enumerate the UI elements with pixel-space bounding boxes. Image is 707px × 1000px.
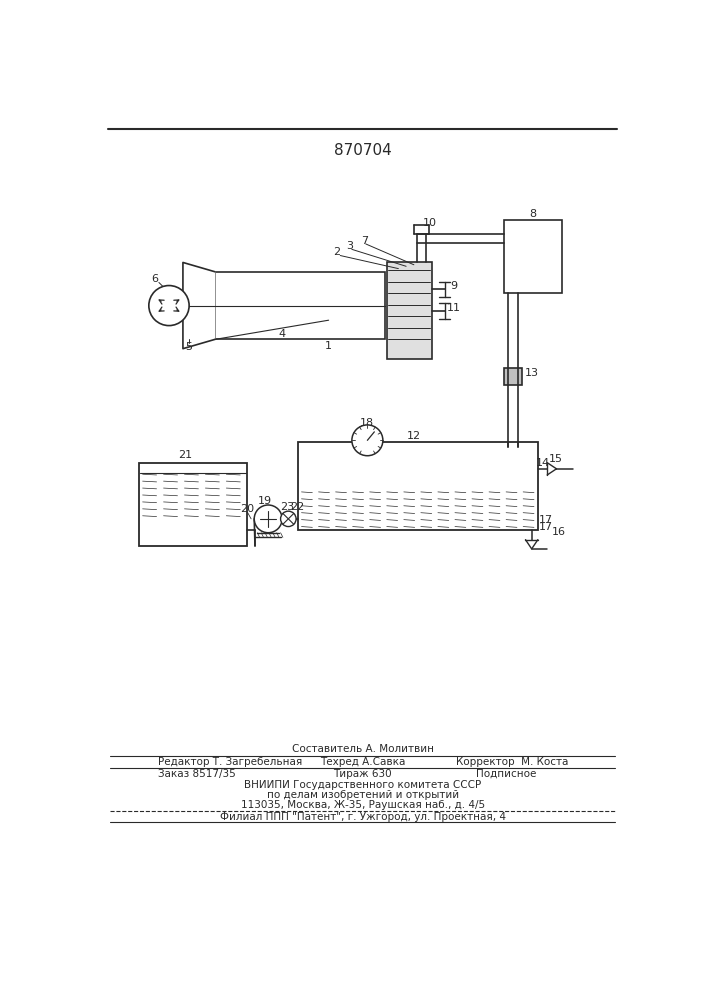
Text: по делам изобретений и открытий: по делам изобретений и открытий <box>267 790 459 800</box>
Text: 17: 17 <box>539 522 553 532</box>
Text: 23: 23 <box>280 502 294 512</box>
Text: Редактор Т. Загребельная: Редактор Т. Загребельная <box>158 757 303 767</box>
Text: 7: 7 <box>361 236 368 246</box>
Text: 12: 12 <box>407 431 421 441</box>
Text: 3: 3 <box>346 241 353 251</box>
Text: 18: 18 <box>361 418 375 428</box>
Text: 1: 1 <box>325 341 332 351</box>
Bar <box>215 272 385 339</box>
Text: 8: 8 <box>530 209 537 219</box>
Polygon shape <box>183 262 215 349</box>
Text: 4: 4 <box>279 329 286 339</box>
Bar <box>139 463 247 546</box>
Text: 2: 2 <box>333 247 340 257</box>
Bar <box>504 220 562 293</box>
Text: 19: 19 <box>258 496 272 506</box>
Text: 9: 9 <box>450 281 457 291</box>
Text: ВНИИПИ Государственного комитета СССР: ВНИИПИ Государственного комитета СССР <box>244 780 481 790</box>
Text: 6: 6 <box>151 274 158 284</box>
Text: Подписное: Подписное <box>476 769 536 779</box>
Text: 17: 17 <box>539 515 553 525</box>
Circle shape <box>255 505 282 533</box>
Text: Корректор  М. Коста: Корректор М. Коста <box>457 757 569 767</box>
Bar <box>504 368 522 385</box>
Text: Филиал ППП "Патент", г. Ужгород, ул. Проектная, 4: Филиал ППП "Патент", г. Ужгород, ул. Про… <box>220 812 506 822</box>
Text: 14: 14 <box>535 458 549 468</box>
Bar <box>387 262 432 359</box>
Text: Техред А.Савка: Техред А.Савка <box>320 757 405 767</box>
Circle shape <box>281 511 296 527</box>
Text: 13: 13 <box>525 368 539 378</box>
Text: Составитель А. Молитвин: Составитель А. Молитвин <box>292 744 433 754</box>
Text: 20: 20 <box>240 504 255 514</box>
Text: Заказ 8517/35: Заказ 8517/35 <box>158 769 236 779</box>
Text: 870704: 870704 <box>334 143 392 158</box>
Text: 11: 11 <box>447 303 461 313</box>
Text: 5: 5 <box>186 342 192 352</box>
Text: 22: 22 <box>291 502 305 512</box>
Text: 16: 16 <box>551 527 566 537</box>
Text: 10: 10 <box>422 218 436 228</box>
Circle shape <box>352 425 383 456</box>
Text: 15: 15 <box>549 454 563 464</box>
Text: Тираж 630: Тираж 630 <box>334 769 392 779</box>
Circle shape <box>149 286 189 326</box>
Text: 113035, Москва, Ж-35, Раушская наб., д. 4/5: 113035, Москва, Ж-35, Раушская наб., д. … <box>240 800 485 810</box>
Text: 21: 21 <box>178 450 192 460</box>
Bar <box>298 442 538 530</box>
